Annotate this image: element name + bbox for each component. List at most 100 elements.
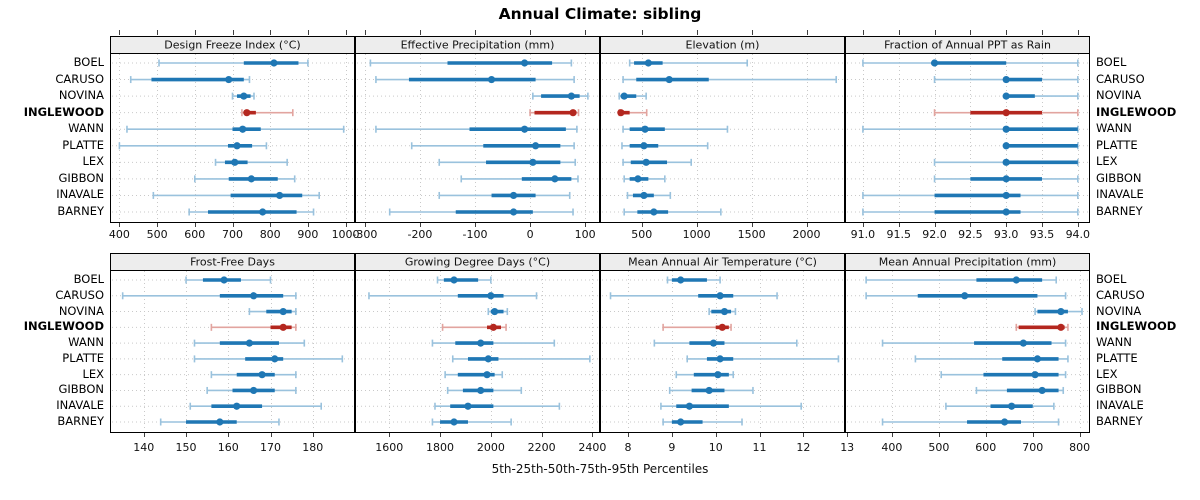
median-dot-50th xyxy=(276,191,284,200)
percentile-row-lex xyxy=(622,158,692,166)
percentile-row-inavale xyxy=(626,191,672,200)
axis-tick-label: 2400 xyxy=(578,441,607,454)
axis-tick-label: 600 xyxy=(975,441,997,454)
percentile-row-barney xyxy=(188,208,315,216)
axis-tick-label: 180 xyxy=(302,441,324,454)
percentile-row-inavale xyxy=(945,402,1055,410)
percentile-row-platte xyxy=(1002,142,1079,150)
median-dot-50th xyxy=(529,158,537,166)
median-dot-50th xyxy=(640,191,648,200)
median-dot-50th xyxy=(239,125,247,133)
median-dot-50th xyxy=(483,371,491,379)
axis-tick-label: 160 xyxy=(217,441,239,454)
percentile-row-novina xyxy=(708,307,737,316)
station-label-right-gibbon: GIBBON xyxy=(1096,170,1142,185)
percentile-row-wann xyxy=(881,339,1067,347)
station-label-right-boel: BOEL xyxy=(1096,55,1127,69)
axis-tick-label: 2000 xyxy=(476,441,505,454)
percentile-row-inavale xyxy=(434,402,561,410)
percentile-row-wann xyxy=(126,125,345,133)
median-dot-50th xyxy=(245,339,253,347)
median-dot-50th xyxy=(551,175,559,183)
median-dot-50th xyxy=(961,292,969,300)
station-label-right-caruso: CARUSO xyxy=(1096,287,1145,302)
median-dot-50th xyxy=(520,59,529,67)
percentile-row-barney xyxy=(662,418,743,426)
median-dot-50th xyxy=(1002,109,1010,117)
median-dot-50th xyxy=(640,142,648,150)
axis-tick-label: 1000 xyxy=(331,228,360,241)
axis-tick-label: 500 xyxy=(928,441,950,454)
median-dot-50th xyxy=(477,386,485,395)
axis-tick-label: 13 xyxy=(840,441,855,454)
median-dot-50th xyxy=(1019,339,1027,347)
median-dot-50th xyxy=(716,292,724,300)
station-label-left-barney: BARNEY xyxy=(57,204,104,218)
percentile-row-inglewood xyxy=(662,323,732,331)
percentile-row-gibbon xyxy=(206,386,297,395)
median-dot-50th xyxy=(567,92,575,100)
axis-tick-label: 1600 xyxy=(375,441,404,454)
axis-tick-label: 2000 xyxy=(792,228,821,241)
panel-elevation-m: Elevation (m) xyxy=(600,30,845,227)
median-dot-50th xyxy=(220,276,228,284)
percentile-row-lex xyxy=(438,158,577,166)
median-dot-50th xyxy=(620,92,628,100)
percentile-row-wann xyxy=(431,339,556,347)
axis-tick-label: 100 xyxy=(574,228,596,241)
median-dot-50th xyxy=(489,323,497,331)
axis-tick-label: 91.5 xyxy=(886,228,911,241)
percentile-row-wann xyxy=(653,339,798,347)
median-dot-50th xyxy=(250,292,258,300)
percentile-row-platte xyxy=(410,142,575,150)
median-dot-50th xyxy=(259,208,267,216)
percentile-row-platte xyxy=(193,355,344,363)
percentile-row-boel xyxy=(158,59,309,67)
station-label-right-platte: PLATTE xyxy=(1096,137,1138,152)
percentile-row-gibbon xyxy=(975,386,1065,395)
axis-tick-label: 2200 xyxy=(527,441,556,454)
percentile-row-wann xyxy=(193,339,306,347)
median-dot-50th xyxy=(250,386,258,395)
percentile-row-caruso xyxy=(933,75,1079,84)
axis-tick-label: 9 xyxy=(668,441,676,454)
median-dot-50th xyxy=(484,355,492,363)
median-dot-50th xyxy=(677,276,685,284)
percentile-row-lex xyxy=(940,371,1067,379)
station-label-right-inglewood: INGLEWOOD xyxy=(1096,319,1177,334)
percentile-row-platte xyxy=(914,355,1069,363)
station-label-left-boel: BOEL xyxy=(73,55,104,69)
axis-tick-label: 700 xyxy=(222,228,243,241)
axis-tick-label: 10 xyxy=(708,441,723,454)
station-label-left-inglewood: INGLEWOOD xyxy=(23,104,104,119)
axis-tick-label: 93.0 xyxy=(993,228,1019,241)
median-dot-50th xyxy=(718,323,726,331)
axis-tick-label: 91.0 xyxy=(850,228,876,241)
station-label-left-inglewood: INGLEWOOD xyxy=(23,319,104,334)
station-label-right-novina: NOVINA xyxy=(1096,88,1142,103)
percentile-row-gibbon xyxy=(933,175,1079,183)
percentile-row-wann xyxy=(862,125,1079,133)
percentile-row-gibbon xyxy=(446,386,523,395)
median-dot-50th xyxy=(531,142,540,150)
axis-tick-label: 92.0 xyxy=(922,228,947,241)
median-dot-50th xyxy=(709,339,718,347)
strip-title: Effective Precipitation (mm) xyxy=(401,39,555,52)
panel-mean-annual-precipitation-mm: Mean Annual Precipitation (mm) xyxy=(845,253,1090,437)
percentile-row-barney xyxy=(862,208,1079,216)
station-label-right-novina: NOVINA xyxy=(1096,303,1142,318)
median-dot-50th xyxy=(1012,276,1020,284)
axis-tick-label: 11 xyxy=(752,441,767,454)
station-label-left-wann: WANN xyxy=(68,121,104,136)
station-label-left-caruso: CARUSO xyxy=(55,71,104,86)
percentile-row-barney xyxy=(431,418,512,426)
percentile-row-caruso xyxy=(368,292,538,300)
percentiles-caption: 5th-25th-50th-75th-95th Percentiles xyxy=(491,462,709,476)
chart-title: Annual Climate: sibling xyxy=(498,5,702,23)
median-dot-50th xyxy=(716,355,724,363)
median-dot-50th xyxy=(216,418,224,426)
axis-tick-label: 8 xyxy=(624,441,632,454)
percentile-row-boel xyxy=(666,276,721,284)
station-label-right-lex: LEX xyxy=(1096,366,1118,381)
median-dot-50th xyxy=(617,109,625,117)
